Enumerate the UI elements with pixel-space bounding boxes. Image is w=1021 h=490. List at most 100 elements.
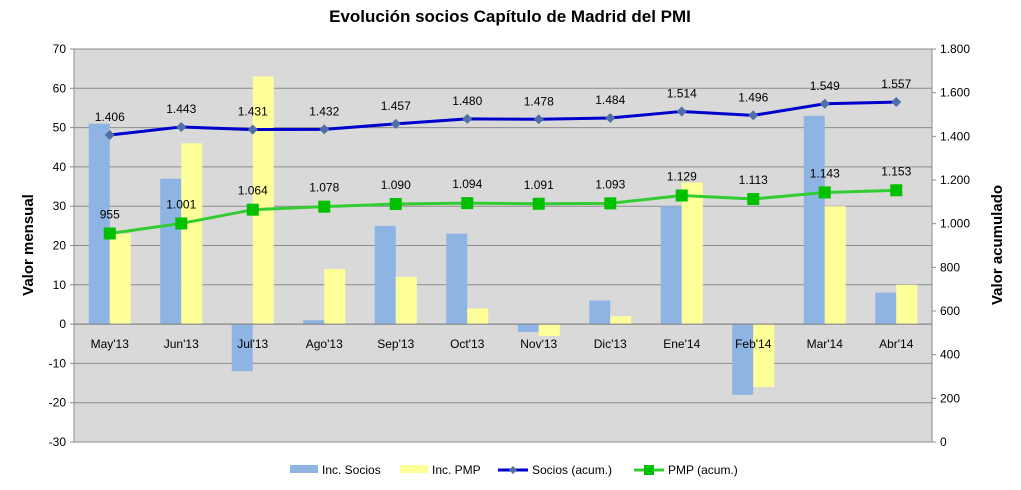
socios-acum-label: 1.549	[810, 79, 840, 93]
y-axis-ticks: -30 -20 -10 0 10 20 30 40 50 60 70	[49, 42, 74, 449]
chart-title: Evolución socios Capítulo de Madrid del …	[329, 7, 691, 26]
bar-inc-socios	[589, 300, 611, 325]
y2-tick-label: 1.600	[940, 86, 970, 100]
legend-label: Socios (acum.)	[532, 463, 612, 477]
pmp-acum-point	[318, 200, 331, 213]
socios-acum-label: 1.406	[95, 110, 125, 124]
socios-acum-label: 1.496	[738, 90, 768, 104]
bar-inc-pmp	[681, 182, 703, 325]
socios-acum-label: 1.432	[309, 104, 339, 118]
socios-acum-point	[247, 124, 258, 135]
bar-inc-socios	[517, 324, 539, 332]
pmp-acum-point	[890, 184, 903, 197]
socios-acum-line	[109, 100, 897, 137]
pmp-acum-label: 1.093	[595, 177, 625, 191]
socios-acum-point	[462, 113, 473, 124]
y-tick-label: 30	[53, 199, 67, 213]
socios-acum-label: 1.457	[381, 99, 411, 113]
category-label: Jul'13	[237, 337, 268, 351]
legend-label: Inc. Socios	[322, 463, 381, 477]
pmp-acum-point	[175, 217, 188, 230]
bar-inc-socios	[303, 320, 325, 325]
pmp-acum-point	[389, 198, 402, 211]
pmp-acum-point	[461, 197, 474, 210]
bar-inc-socios	[231, 324, 253, 372]
legend-label: PMP (acum.)	[668, 463, 738, 477]
category-label: Nov'13	[520, 337, 557, 351]
socios-acum-point	[104, 130, 115, 141]
y2-tick-label: 400	[940, 348, 960, 362]
socios-acum-label: 1.480	[452, 94, 482, 108]
pmp-acum-label: 1.078	[309, 181, 339, 195]
pmp-acum-label: 1.143	[810, 166, 840, 180]
bar-inc-socios	[160, 178, 182, 325]
bar-inc-pmp	[109, 233, 131, 325]
pmp-acum-line	[109, 188, 897, 235]
bar-inc-pmp	[395, 276, 417, 325]
category-label: May'13	[91, 337, 130, 351]
y-tick-label: -20	[49, 396, 67, 410]
socios-acum-point	[176, 121, 187, 132]
y2-tick-label: 800	[940, 260, 960, 274]
socios-acum-point	[605, 112, 616, 123]
bar-inc-pmp	[610, 316, 632, 325]
legend: Inc. Socios Inc. PMP Socios (acum.) PMP (ac…	[290, 463, 738, 477]
pmp-acum-label: 955	[100, 207, 120, 221]
y-tick-label: 0	[59, 317, 66, 331]
bar-inc-socios	[374, 225, 396, 325]
legend-marker-socios	[509, 466, 517, 474]
pmp-acum-label: 1.064	[238, 184, 268, 198]
y-axis-title: Valor mensual	[20, 194, 37, 296]
socios-acum-label: 1.443	[166, 102, 196, 116]
bars	[88, 76, 918, 395]
bar-inc-pmp	[467, 308, 489, 325]
pmp-acum-point	[747, 192, 760, 205]
pmp-acum-point	[604, 197, 617, 210]
legend-swatch-inc-pmp	[400, 465, 428, 473]
y-tick-label: -30	[49, 435, 67, 449]
socios-acum-point	[319, 124, 330, 135]
pmp-acum-label: 1.091	[524, 178, 554, 192]
legend-swatch-inc-socios	[290, 465, 318, 473]
pmp-acum-point	[675, 189, 688, 202]
socios-acum-point	[676, 106, 687, 117]
pmp-acum-label: 1.129	[667, 170, 697, 184]
category-label: Sep'13	[377, 337, 414, 351]
socios-acum-point	[748, 110, 759, 121]
pmp-acum-label: 1.113	[739, 173, 768, 187]
category-label: Ago'13	[306, 337, 343, 351]
bar-inc-socios	[88, 123, 110, 325]
socios-acum-label: 1.431	[238, 105, 268, 119]
series-markers	[103, 97, 903, 240]
category-label: Mar'14	[807, 337, 844, 351]
socios-acum-label: 1.557	[881, 77, 911, 91]
pmp-acum-point	[818, 186, 831, 199]
legend-label: Inc. PMP	[432, 463, 481, 477]
pmp-acum-label: 1.094	[452, 177, 482, 191]
bar-inc-pmp	[753, 324, 775, 387]
socios-acum-point	[390, 118, 401, 129]
y2-axis-title: Valor acumulado	[989, 185, 1006, 305]
category-labels: May'13 Jun'13 Jul'13 Ago'13 Sep'13 Oct'13 Nov'…	[91, 337, 914, 351]
pmp-acum-label: 1.153	[881, 164, 911, 178]
bar-inc-pmp	[538, 324, 560, 336]
category-label: Ene'14	[663, 337, 700, 351]
pmp-acum-label: 1.090	[381, 178, 411, 192]
socios-acum-point	[533, 114, 544, 125]
pmp-acum-label: 1.001	[166, 197, 196, 211]
gridlines	[74, 87, 932, 404]
bar-inc-pmp	[252, 76, 274, 325]
y-tick-label: 40	[53, 160, 67, 174]
socios-acum-label: 1.484	[595, 93, 625, 107]
y2-tick-label: 600	[940, 304, 960, 318]
bar-inc-pmp	[896, 284, 918, 325]
y2-tick-label: 1.200	[940, 173, 970, 187]
y-tick-label: 20	[53, 239, 67, 253]
y2-tick-label: 1.800	[940, 42, 970, 56]
y2-tick-label: 0	[940, 435, 947, 449]
pmp-acum-point	[532, 197, 545, 210]
socios-acum-point	[891, 97, 902, 108]
y-tick-label: -10	[49, 356, 67, 370]
socios-acum-label: 1.478	[524, 94, 554, 108]
